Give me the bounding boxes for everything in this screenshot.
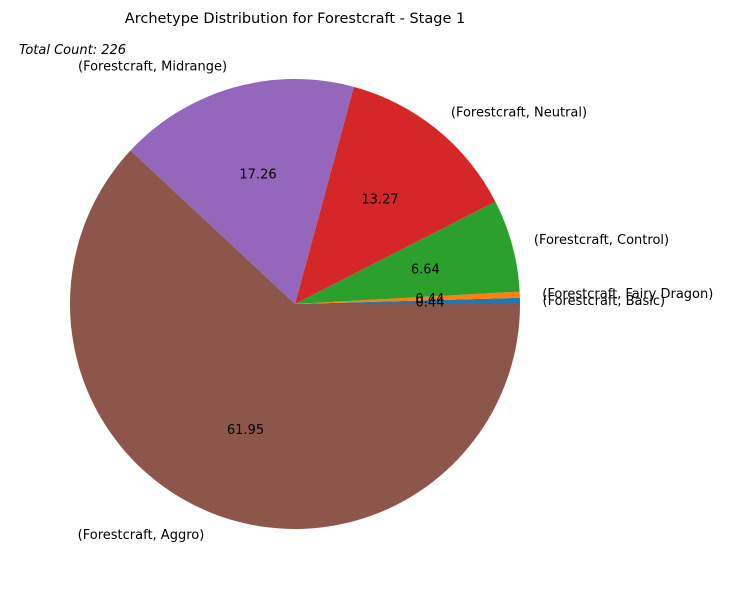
pie-slice xyxy=(70,150,521,529)
pie-slice xyxy=(295,86,496,304)
pie-slice xyxy=(295,201,520,304)
total-count-annotation: Total Count: 226 xyxy=(19,43,126,58)
pie-labels: (Forestcraft, Basic) 0.44 (Forestcraft, Fa… xyxy=(78,60,714,543)
slice-percent-label: 0.44 xyxy=(415,292,444,307)
slice-percent-label: 6.64 xyxy=(411,262,440,277)
slice-label: (Forestcraft, Midrange) xyxy=(78,60,227,75)
slice-percent-label: 61.95 xyxy=(227,423,264,438)
slice-percent-label: 13.27 xyxy=(361,193,398,208)
pie-slice xyxy=(130,79,354,304)
slice-percent-label: 0.44 xyxy=(416,296,445,311)
slice-percent-label: 17.26 xyxy=(239,168,276,183)
pie-slice xyxy=(295,297,520,304)
slice-label: (Forestcraft, Basic) xyxy=(543,294,666,309)
pie-slice xyxy=(295,291,520,304)
pie-slices xyxy=(70,79,521,529)
slice-label: (Forestcraft, Neutral) xyxy=(451,105,587,120)
slice-label: (Forestcraft, Aggro) xyxy=(78,528,205,543)
slice-label: (Forestcraft, Control) xyxy=(534,233,669,248)
slice-label: (Forestcraft, Fairy Dragon) xyxy=(542,287,713,302)
chart-title: Archetype Distribution for Forestcraft -… xyxy=(125,11,465,27)
